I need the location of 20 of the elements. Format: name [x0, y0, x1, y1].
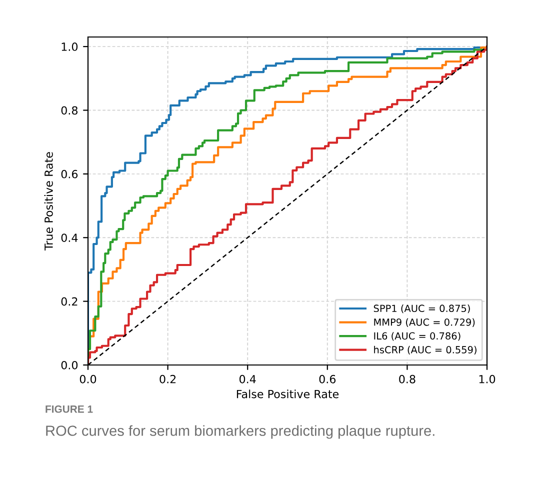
legend-label: IL6 (AUC = 0.786) — [374, 332, 460, 341]
y-tick-label: 0.0 — [61, 360, 78, 370]
x-tick-label: 0.4 — [240, 374, 256, 384]
legend-label: MMP9 (AUC = 0.729) — [374, 318, 475, 327]
x-tick-label: 0.2 — [160, 374, 176, 384]
x-tick-label: 1.0 — [479, 374, 496, 384]
y-tick-label: 0.6 — [61, 170, 78, 178]
caption: FIGURE 1 — [46, 405, 93, 413]
y-tick-label: 0.8 — [61, 106, 78, 115]
legend-label: hsCRP (AUC = 0.559) — [374, 346, 476, 355]
legend-label: SPP1 (AUC = 0.875) — [374, 304, 470, 314]
y-tick-label: 0.2 — [61, 297, 78, 306]
x-tick-label: 0.0 — [80, 374, 96, 384]
x-tick-label: 0.6 — [319, 374, 336, 384]
y-tick-label: 0.4 — [61, 234, 78, 242]
x-tick-label: 0.8 — [399, 374, 416, 384]
y-tick-label: 1.0 — [62, 42, 78, 51]
y-axis-title: True Positive Rate — [44, 152, 53, 251]
x-axis-title: False Positive Rate — [236, 390, 339, 398]
text: ROC curves for serum biomarkers predicting plaque rupture. — [46, 425, 434, 439]
